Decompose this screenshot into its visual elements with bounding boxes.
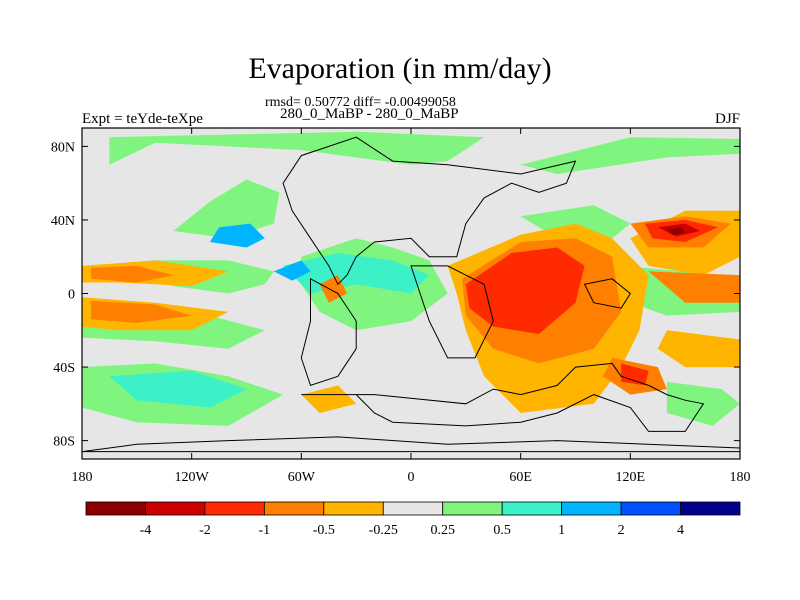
contour-region-27	[465, 247, 585, 334]
x-tick-label: 180	[730, 470, 751, 485]
x-tick-label: 120W	[175, 470, 210, 485]
stats-text: rmsd= 0.50772 diff= -0.00499058	[265, 95, 456, 110]
contour-region-21	[91, 300, 192, 323]
contour-region-2	[173, 179, 280, 239]
land-outline-4	[82, 436, 740, 453]
colorbar-swatch	[382, 501, 444, 516]
x-tick-label: 60E	[509, 470, 532, 485]
colorbar-swatch	[204, 501, 265, 516]
colorbar-swatch	[561, 501, 622, 516]
colorbar-label: 0.5	[493, 523, 511, 538]
colorbar-swatch	[323, 501, 384, 516]
x-tick-label: 0	[408, 470, 415, 485]
land-outline-1	[300, 277, 357, 387]
y-tick-label: 40S	[53, 361, 75, 376]
contour-region-0	[109, 131, 485, 165]
land-outline-0	[282, 136, 577, 286]
colorbar-label: -1	[259, 523, 271, 538]
colorbar-swatch	[263, 501, 325, 516]
colorbar-label: 1	[558, 523, 565, 538]
y-tick-label: 40N	[51, 214, 75, 229]
colorbar-label: 4	[677, 523, 684, 538]
colorbar-swatch	[620, 501, 681, 516]
colorbar-label: -0.25	[369, 523, 398, 538]
contour-region-11	[109, 370, 247, 408]
x-tick-label: 60W	[288, 470, 316, 485]
chart-title: Evaporation (in mm/day)	[248, 52, 552, 85]
land-outline-5	[583, 278, 631, 309]
contour-region-13	[273, 260, 311, 281]
contour-region-29	[621, 363, 649, 386]
colorbar-label: -2	[199, 523, 211, 538]
chart-subtitle: 280_0_MaBP - 280_0_MaBP	[280, 106, 459, 122]
x-tick-label: 120E	[616, 470, 646, 485]
colorbar-swatch	[680, 501, 741, 516]
colorbar-label: 0.25	[430, 523, 455, 538]
colorbar-swatch	[85, 501, 146, 516]
land-outline-3	[301, 362, 705, 432]
contour-region-24	[648, 271, 740, 303]
season-label: DJF	[714, 111, 740, 127]
contour-region-19	[301, 385, 357, 413]
y-tick-label: 80N	[51, 140, 75, 155]
contour-region-31	[666, 227, 686, 235]
colorbar-swatch	[145, 501, 206, 516]
x-tick-label: 180	[72, 470, 93, 485]
land-outline-2	[410, 265, 494, 359]
contour-region-1	[520, 137, 740, 174]
colorbar-label: -0.5	[313, 523, 335, 538]
contour-region-20	[91, 265, 174, 283]
experiment-label: Expt = teYde-teXpe	[82, 111, 203, 127]
contour-region-18	[657, 330, 740, 368]
y-tick-label: 0	[68, 288, 75, 303]
contour-region-12	[209, 223, 265, 248]
colorbar-label: 2	[618, 523, 625, 538]
colorbar-swatch	[442, 501, 503, 516]
y-tick-label: 80S	[53, 435, 75, 450]
colorbar-label: -4	[140, 523, 152, 538]
colorbar-swatch	[501, 501, 563, 516]
